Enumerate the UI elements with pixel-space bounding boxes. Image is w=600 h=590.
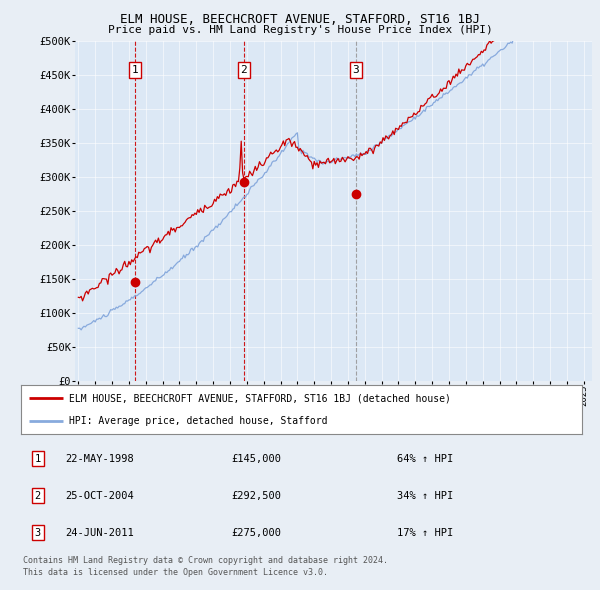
Text: £275,000: £275,000 xyxy=(232,527,281,537)
Text: 3: 3 xyxy=(353,65,359,75)
Text: £145,000: £145,000 xyxy=(232,454,281,464)
Text: 2: 2 xyxy=(35,491,41,500)
Text: 64% ↑ HPI: 64% ↑ HPI xyxy=(397,454,453,464)
Text: £292,500: £292,500 xyxy=(232,491,281,500)
Text: 2: 2 xyxy=(241,65,247,75)
Text: 22-MAY-1998: 22-MAY-1998 xyxy=(65,454,134,464)
Text: ELM HOUSE, BEECHCROFT AVENUE, STAFFORD, ST16 1BJ: ELM HOUSE, BEECHCROFT AVENUE, STAFFORD, … xyxy=(120,13,480,26)
Text: 1: 1 xyxy=(132,65,139,75)
Text: HPI: Average price, detached house, Stafford: HPI: Average price, detached house, Staf… xyxy=(68,415,327,425)
Text: This data is licensed under the Open Government Licence v3.0.: This data is licensed under the Open Gov… xyxy=(23,568,328,576)
Text: 34% ↑ HPI: 34% ↑ HPI xyxy=(397,491,453,500)
Text: 3: 3 xyxy=(35,527,41,537)
Text: 17% ↑ HPI: 17% ↑ HPI xyxy=(397,527,453,537)
Text: Price paid vs. HM Land Registry's House Price Index (HPI): Price paid vs. HM Land Registry's House … xyxy=(107,25,493,35)
Text: 24-JUN-2011: 24-JUN-2011 xyxy=(65,527,134,537)
Text: 1: 1 xyxy=(35,454,41,464)
Text: Contains HM Land Registry data © Crown copyright and database right 2024.: Contains HM Land Registry data © Crown c… xyxy=(23,556,388,565)
Text: 25-OCT-2004: 25-OCT-2004 xyxy=(65,491,134,500)
Text: ELM HOUSE, BEECHCROFT AVENUE, STAFFORD, ST16 1BJ (detached house): ELM HOUSE, BEECHCROFT AVENUE, STAFFORD, … xyxy=(68,394,451,404)
